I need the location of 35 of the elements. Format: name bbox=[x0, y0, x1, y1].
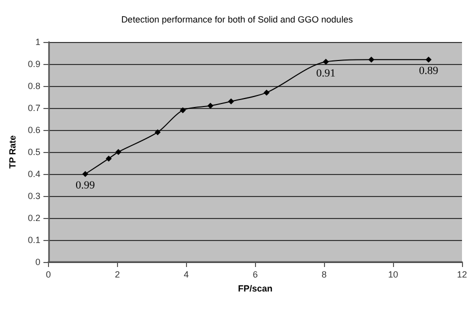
y-tick-label: 1 bbox=[35, 37, 40, 47]
annotation: 0.99 bbox=[76, 180, 96, 192]
y-tick-label: 0.2 bbox=[28, 213, 40, 223]
point bbox=[154, 129, 161, 136]
y-tick-label: 0.1 bbox=[28, 235, 40, 245]
x-axis-title: FP/scan bbox=[238, 284, 272, 294]
point bbox=[264, 90, 270, 96]
y-tick-label: 0.4 bbox=[28, 169, 40, 179]
x-tick-label: 8 bbox=[322, 270, 327, 280]
point bbox=[322, 58, 329, 65]
y-tick-label: 0.6 bbox=[28, 125, 40, 135]
x-tick-label: 0 bbox=[46, 270, 51, 280]
x-tick-label: 2 bbox=[114, 270, 120, 280]
point bbox=[368, 56, 374, 63]
y-tick-label: 0.5 bbox=[28, 147, 40, 157]
annotation: 0.91 bbox=[316, 67, 336, 80]
x-tick-label: 10 bbox=[388, 270, 398, 280]
point bbox=[82, 171, 88, 177]
annotation: 0.89 bbox=[418, 65, 439, 78]
point bbox=[426, 56, 432, 63]
point bbox=[180, 107, 186, 114]
y-tick-label: 0.9 bbox=[28, 59, 40, 69]
x-tick-label: 4 bbox=[184, 270, 189, 280]
y-tick-label: 0.8 bbox=[28, 81, 40, 91]
point bbox=[228, 98, 234, 104]
y-axis-title: TP Rate bbox=[8, 135, 18, 169]
point bbox=[106, 156, 112, 162]
chart-title: Detection performance for both of Solid and GGO nodules bbox=[121, 14, 354, 24]
y-tick-label: 0.7 bbox=[28, 103, 40, 113]
y-tick-label: 0.3 bbox=[28, 191, 40, 201]
x-tick-label: 12 bbox=[456, 270, 468, 280]
y-tick-label: 0 bbox=[35, 257, 40, 267]
point bbox=[207, 102, 214, 109]
point bbox=[115, 149, 122, 155]
x-tick-label: 6 bbox=[252, 270, 258, 280]
